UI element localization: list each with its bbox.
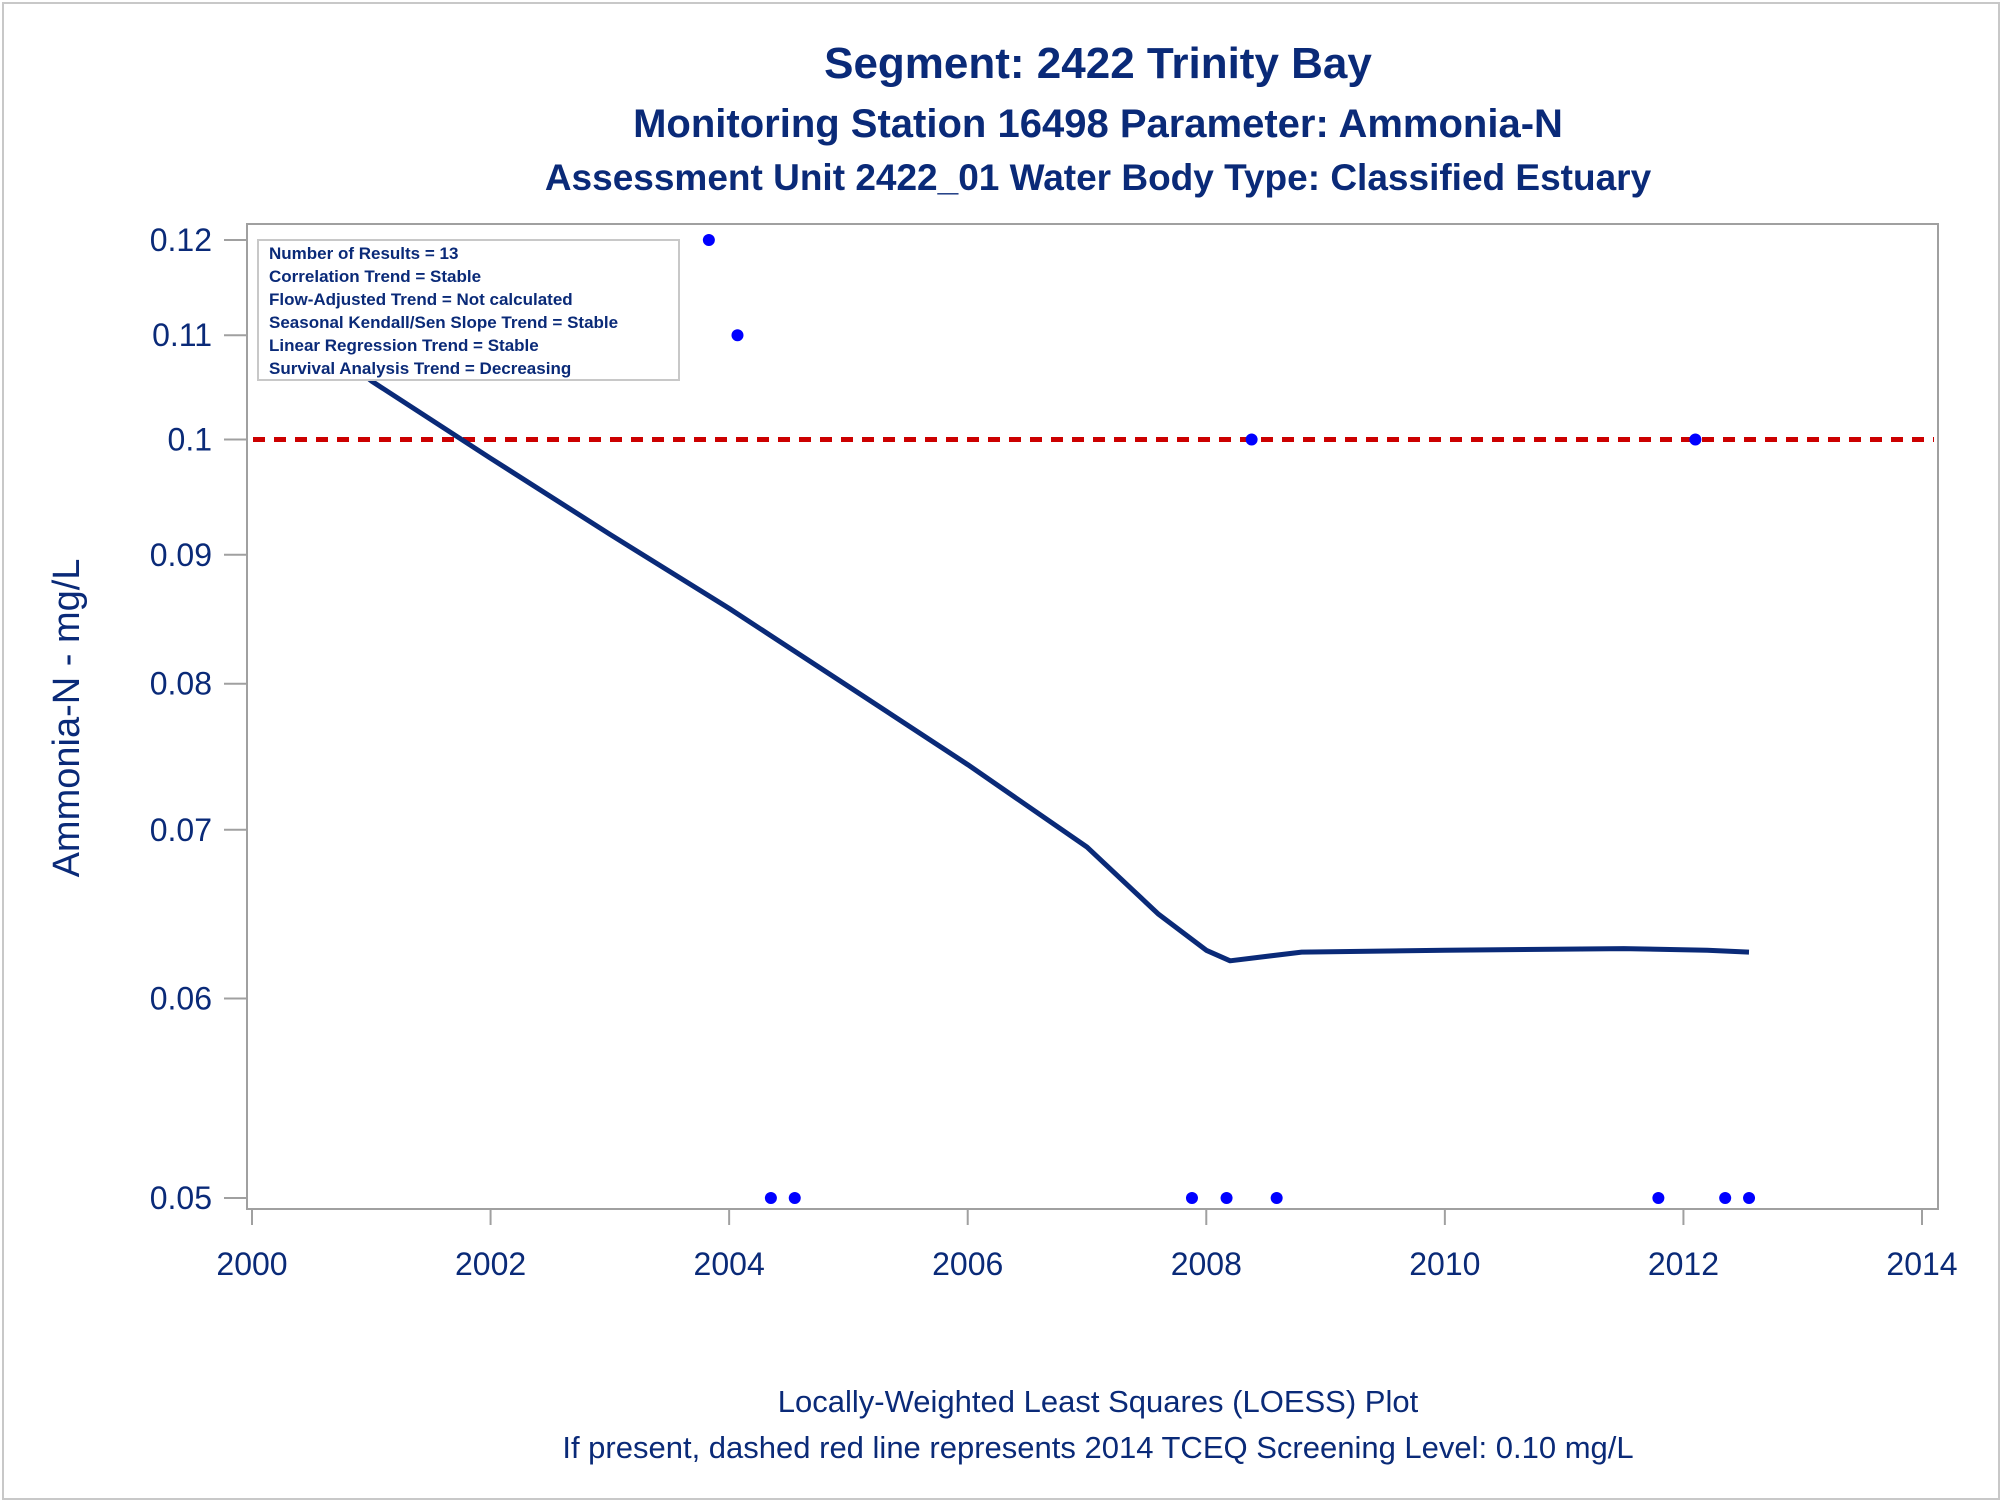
x-tick-label: 2006 xyxy=(932,1246,1003,1282)
info-line: Survival Analysis Trend = Decreasing xyxy=(269,359,571,378)
y-tick-label: 0.08 xyxy=(150,666,212,702)
x-tick-label: 2004 xyxy=(694,1246,765,1282)
data-point xyxy=(702,234,715,246)
info-line: Correlation Trend = Stable xyxy=(269,267,481,286)
data-point xyxy=(764,1192,777,1204)
x-tick-label: 2000 xyxy=(216,1246,287,1282)
chart-title: Segment: 2422 Trinity Bay xyxy=(824,39,1372,88)
x-axis: 2000 2002 2004 2006 2008 2010 2012 2014 xyxy=(216,1209,1958,1282)
data-point xyxy=(1185,1192,1198,1204)
data-point xyxy=(1719,1192,1732,1204)
y-tick-label: 0.12 xyxy=(150,222,212,258)
info-box-border xyxy=(257,239,680,381)
chart-subtitle: Monitoring Station 16498 Parameter: Ammo… xyxy=(633,102,1563,146)
footer-note-2: If present, dashed red line represents 2… xyxy=(562,1430,1633,1465)
plot-area xyxy=(246,223,1939,1210)
y-tick-label: 0.11 xyxy=(152,317,212,353)
x-tick-label: 2012 xyxy=(1648,1246,1719,1282)
info-line: Seasonal Kendall/Sen Slope Trend = Stabl… xyxy=(269,313,618,332)
x-tick-label: 2002 xyxy=(455,1246,526,1282)
y-tick-label: 0.09 xyxy=(150,537,212,573)
info-line: Linear Regression Trend = Stable xyxy=(269,336,539,355)
data-point xyxy=(1743,1192,1756,1204)
data-point xyxy=(731,329,744,342)
data-point xyxy=(1652,1192,1665,1204)
info-line: Flow-Adjusted Trend = Not calculated xyxy=(269,290,573,309)
chart-subtitle-2: Assessment Unit 2422_01 Water Body Type:… xyxy=(545,157,1652,198)
x-tick-label: 2014 xyxy=(1886,1246,1957,1282)
data-point xyxy=(1245,433,1258,446)
data-point xyxy=(1689,433,1702,446)
y-tick-label: 0.07 xyxy=(150,812,212,848)
y-axis: 0.05 0.06 0.07 0.08 0.09 0.1 0.11 0.12 xyxy=(150,222,247,1216)
info-line: Number of Results = 13 xyxy=(269,244,458,263)
y-tick-label: 0.1 xyxy=(168,422,212,458)
y-axis-label: Ammonia-N - mg/L xyxy=(46,559,88,878)
x-tick-label: 2008 xyxy=(1171,1246,1242,1282)
y-tick-label: 0.05 xyxy=(150,1180,212,1216)
data-point xyxy=(788,1192,801,1204)
footer-note: Locally-Weighted Least Squares (LOESS) P… xyxy=(778,1384,1419,1419)
x-tick-label: 2010 xyxy=(1409,1246,1480,1282)
data-point xyxy=(1220,1192,1233,1204)
data-point xyxy=(1270,1192,1283,1204)
loess-curve xyxy=(315,333,1750,964)
info-box: Number of Results = 13 Correlation Trend… xyxy=(257,239,680,381)
y-tick-label: 0.06 xyxy=(150,980,212,1016)
